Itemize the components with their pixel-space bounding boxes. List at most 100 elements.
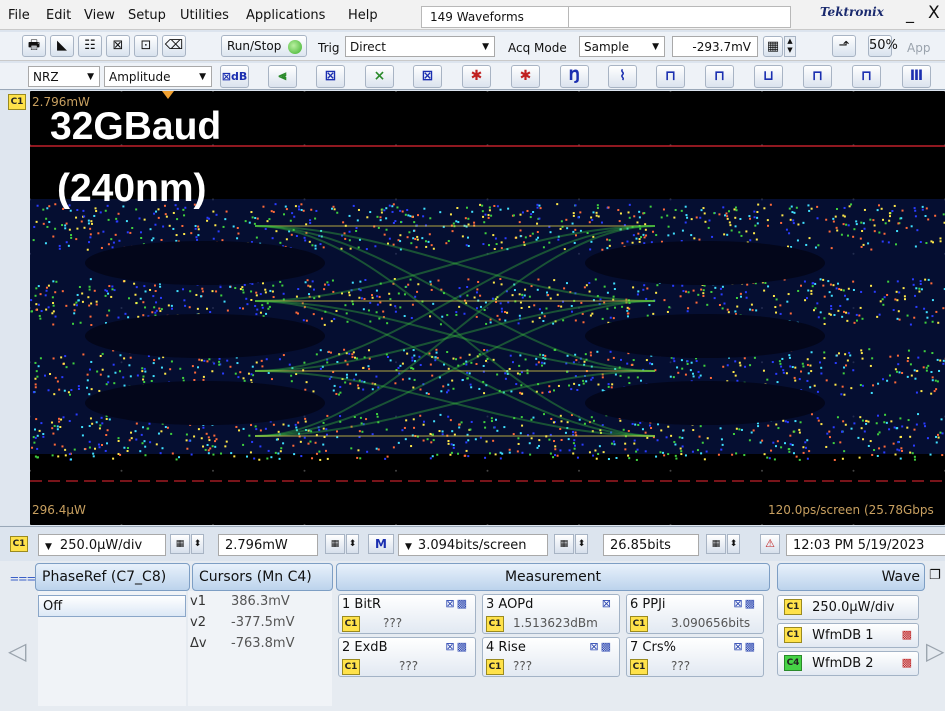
restore-icon[interactable]: ❐ xyxy=(929,568,941,583)
offset-field[interactable]: 2.796mW xyxy=(218,534,318,556)
measurement-cell[interactable]: 2 ExdB ⊠▩ C1 ??? xyxy=(338,637,476,677)
clear-data-icon[interactable]: ⊠ xyxy=(106,35,130,57)
fifty-percent-icon[interactable]: 50% xyxy=(868,35,898,57)
measurement-name: 3 AOPd xyxy=(486,597,534,612)
c1-reference-marker[interactable]: C1 xyxy=(8,94,26,110)
menu-setup[interactable]: Setup xyxy=(128,8,166,23)
measurement-options-icon[interactable]: ⊠▩ xyxy=(445,640,469,653)
wave-label: WfmDB 1 xyxy=(812,627,874,643)
run-stop-button[interactable]: Run/Stop xyxy=(221,35,307,57)
pulse-icon[interactable]: Ŋ xyxy=(560,65,589,88)
eye-height-icon[interactable]: ⊠ xyxy=(316,65,345,88)
toolbar-measurement: NRZ ▼ Amplitude ▼ ⊠dB ⫷ ⊠ ⨯ ⊠ ✱ ✱ Ŋ ⌇ ⊓ … xyxy=(0,63,945,90)
horizontal-spinner[interactable]: ⬍ xyxy=(575,534,588,554)
measurement-options-icon[interactable]: ⊠▩ xyxy=(733,640,757,653)
scroll-left-icon[interactable]: ◁ xyxy=(8,637,27,665)
setup-icon[interactable]: ☷ xyxy=(78,35,102,57)
chevron-down-icon: ▼ xyxy=(482,42,489,52)
minimize-button[interactable]: _ xyxy=(906,4,914,23)
measurement-cell[interactable]: 7 Crs% ⊠▩ C1 ??? xyxy=(626,637,764,677)
warning-icon[interactable]: ⚠ xyxy=(760,534,780,554)
vertical-scale-field[interactable]: ▼ 250.0μW/div xyxy=(38,534,166,556)
menu-help[interactable]: Help xyxy=(348,8,378,23)
measurement-select[interactable]: Amplitude ▼ xyxy=(104,66,212,87)
duty-cycle-icon[interactable]: ⊓ xyxy=(803,65,832,88)
rise-edge-icon[interactable]: ⌇ xyxy=(608,65,637,88)
scope-display: C1 2.796mW 296.4μW 120.0ps/screen (25.78… xyxy=(0,91,945,525)
noise-icon[interactable]: ✱ xyxy=(511,65,540,88)
signal-format-select[interactable]: NRZ ▼ xyxy=(28,66,100,87)
autoset-icon[interactable]: ⊡ xyxy=(134,35,158,57)
menu-bar: File Edit View Setup Utilities Applicati… xyxy=(0,0,945,30)
eraser-icon[interactable]: ⌫ xyxy=(162,35,186,57)
cursor-value: -763.8mV xyxy=(231,636,295,651)
measurement-options-icon[interactable]: ⊠▩ xyxy=(733,597,757,610)
scroll-right-icon[interactable]: ▷ xyxy=(926,637,945,665)
app-label[interactable]: App xyxy=(907,41,931,55)
tab-cursors[interactable]: Cursors (Mn C4) xyxy=(192,563,333,591)
measurement-cell[interactable]: 4 Rise ⊠▩ C1 ??? xyxy=(482,637,620,677)
trigger-marker-icon[interactable] xyxy=(162,91,174,99)
histogram-icon[interactable]: ⫷ xyxy=(268,65,297,88)
default-setup-icon[interactable]: ◣ xyxy=(50,35,74,57)
menu-utilities[interactable]: Utilities xyxy=(180,8,229,23)
tab-phase-ref[interactable]: PhaseRef (C7_C8) xyxy=(35,563,190,591)
menu-applications[interactable]: Applications xyxy=(246,8,326,23)
wave-options-icon[interactable]: ▩ xyxy=(901,628,912,641)
trigger-select[interactable]: Direct ▼ xyxy=(345,36,495,57)
menu-edit[interactable]: Edit xyxy=(46,8,72,23)
pulse-width-icon[interactable]: ⊓ xyxy=(852,65,881,88)
keypad-icon[interactable]: ▦ xyxy=(554,534,574,554)
keypad-icon[interactable]: ▦ xyxy=(170,534,190,554)
phase-ref-off-button[interactable]: Off xyxy=(38,595,186,617)
measurement-cell[interactable]: 1 BitR ⊠▩ C1 ??? xyxy=(338,594,476,634)
eye-width-icon[interactable]: ⊠ xyxy=(413,65,442,88)
measurement-options-icon[interactable]: ⊠▩ xyxy=(589,640,613,653)
measurement-options-icon[interactable]: ⊠ xyxy=(601,597,613,610)
menu-view[interactable]: View xyxy=(84,8,115,23)
tab-wave[interactable]: Wave xyxy=(777,563,925,591)
bottom-panels: ⩶ PhaseRef (C7_C8) Cursors (Mn C4) Measu… xyxy=(0,561,945,711)
burst-icon[interactable]: Ⅲ xyxy=(902,65,931,88)
trigger-slope-icon[interactable]: ⬏ xyxy=(832,35,856,57)
level-spinner[interactable]: ▲ ▼ xyxy=(784,36,796,57)
position-spinner[interactable]: ⬍ xyxy=(727,534,740,554)
chevron-down-icon: ▼ xyxy=(45,542,52,552)
wave-db1-item[interactable]: C1 WfmDB 1 ▩ xyxy=(777,623,919,648)
tab-measurement[interactable]: Measurement xyxy=(336,563,770,591)
period-icon[interactable]: ⊓ xyxy=(705,65,734,88)
jitter-icon[interactable]: ✱ xyxy=(462,65,491,88)
trigger-level-field[interactable]: -293.7mV xyxy=(672,36,758,57)
control-strip: C1 ▼ 250.0μW/div ▦ ⬍ 2.796mW ▦ ⬍ M ▼ 3.094… xyxy=(0,526,945,561)
cursor-readout-panel: v1 386.3mV v2 -377.5mV Δv -763.8mV xyxy=(188,591,332,706)
wave-db2-item[interactable]: C4 WfmDB 2 ▩ xyxy=(777,651,919,676)
measurement-cell[interactable]: 6 PPJi ⊠▩ C1 3.090656bits xyxy=(626,594,764,634)
bottom-level-readout: 296.4μW xyxy=(32,503,86,517)
channel-badge[interactable]: C1 xyxy=(10,536,28,552)
c4-badge: C4 xyxy=(784,655,802,671)
offset-spinner[interactable]: ⬍ xyxy=(346,534,359,554)
position-field[interactable]: 26.85bits xyxy=(603,534,699,556)
acq-mode-select[interactable]: Sample ▼ xyxy=(579,36,665,57)
wave-options-icon[interactable]: ▩ xyxy=(901,656,912,669)
keypad-icon[interactable]: ▦ xyxy=(325,534,345,554)
measurement-cell[interactable]: 3 AOPd ⊠ C1 1.513623dBm xyxy=(482,594,620,634)
panel-menu-icon[interactable]: ⩶ xyxy=(10,568,36,586)
frequency-icon[interactable]: ⊔ xyxy=(754,65,783,88)
measurement-options-icon[interactable]: ⊠▩ xyxy=(445,597,469,610)
fall-edge-icon[interactable]: ⊓ xyxy=(656,65,685,88)
close-button[interactable]: X xyxy=(928,3,940,23)
scale-spinner[interactable]: ⬍ xyxy=(191,534,204,554)
menu-file[interactable]: File xyxy=(8,8,30,23)
waveform-area[interactable]: 2.796mW 296.4μW 120.0ps/screen (25.78Gbp… xyxy=(30,91,945,525)
crossing-icon[interactable]: ⨯ xyxy=(365,65,394,88)
keypad-icon[interactable]: ▦ xyxy=(763,36,783,57)
keypad-icon[interactable]: ▦ xyxy=(706,534,726,554)
horizontal-scale-field[interactable]: ▼ 3.094bits/screen xyxy=(398,534,548,556)
eye-diagram xyxy=(30,91,945,525)
print-icon[interactable]: 🖶 xyxy=(22,35,46,57)
wave-scale-item[interactable]: C1 250.0μW/div xyxy=(777,595,919,620)
extinction-ratio-icon[interactable]: ⊠dB xyxy=(220,65,249,88)
math-icon[interactable]: M xyxy=(368,534,394,554)
overlay-subtitle: (240nm) xyxy=(57,167,207,210)
